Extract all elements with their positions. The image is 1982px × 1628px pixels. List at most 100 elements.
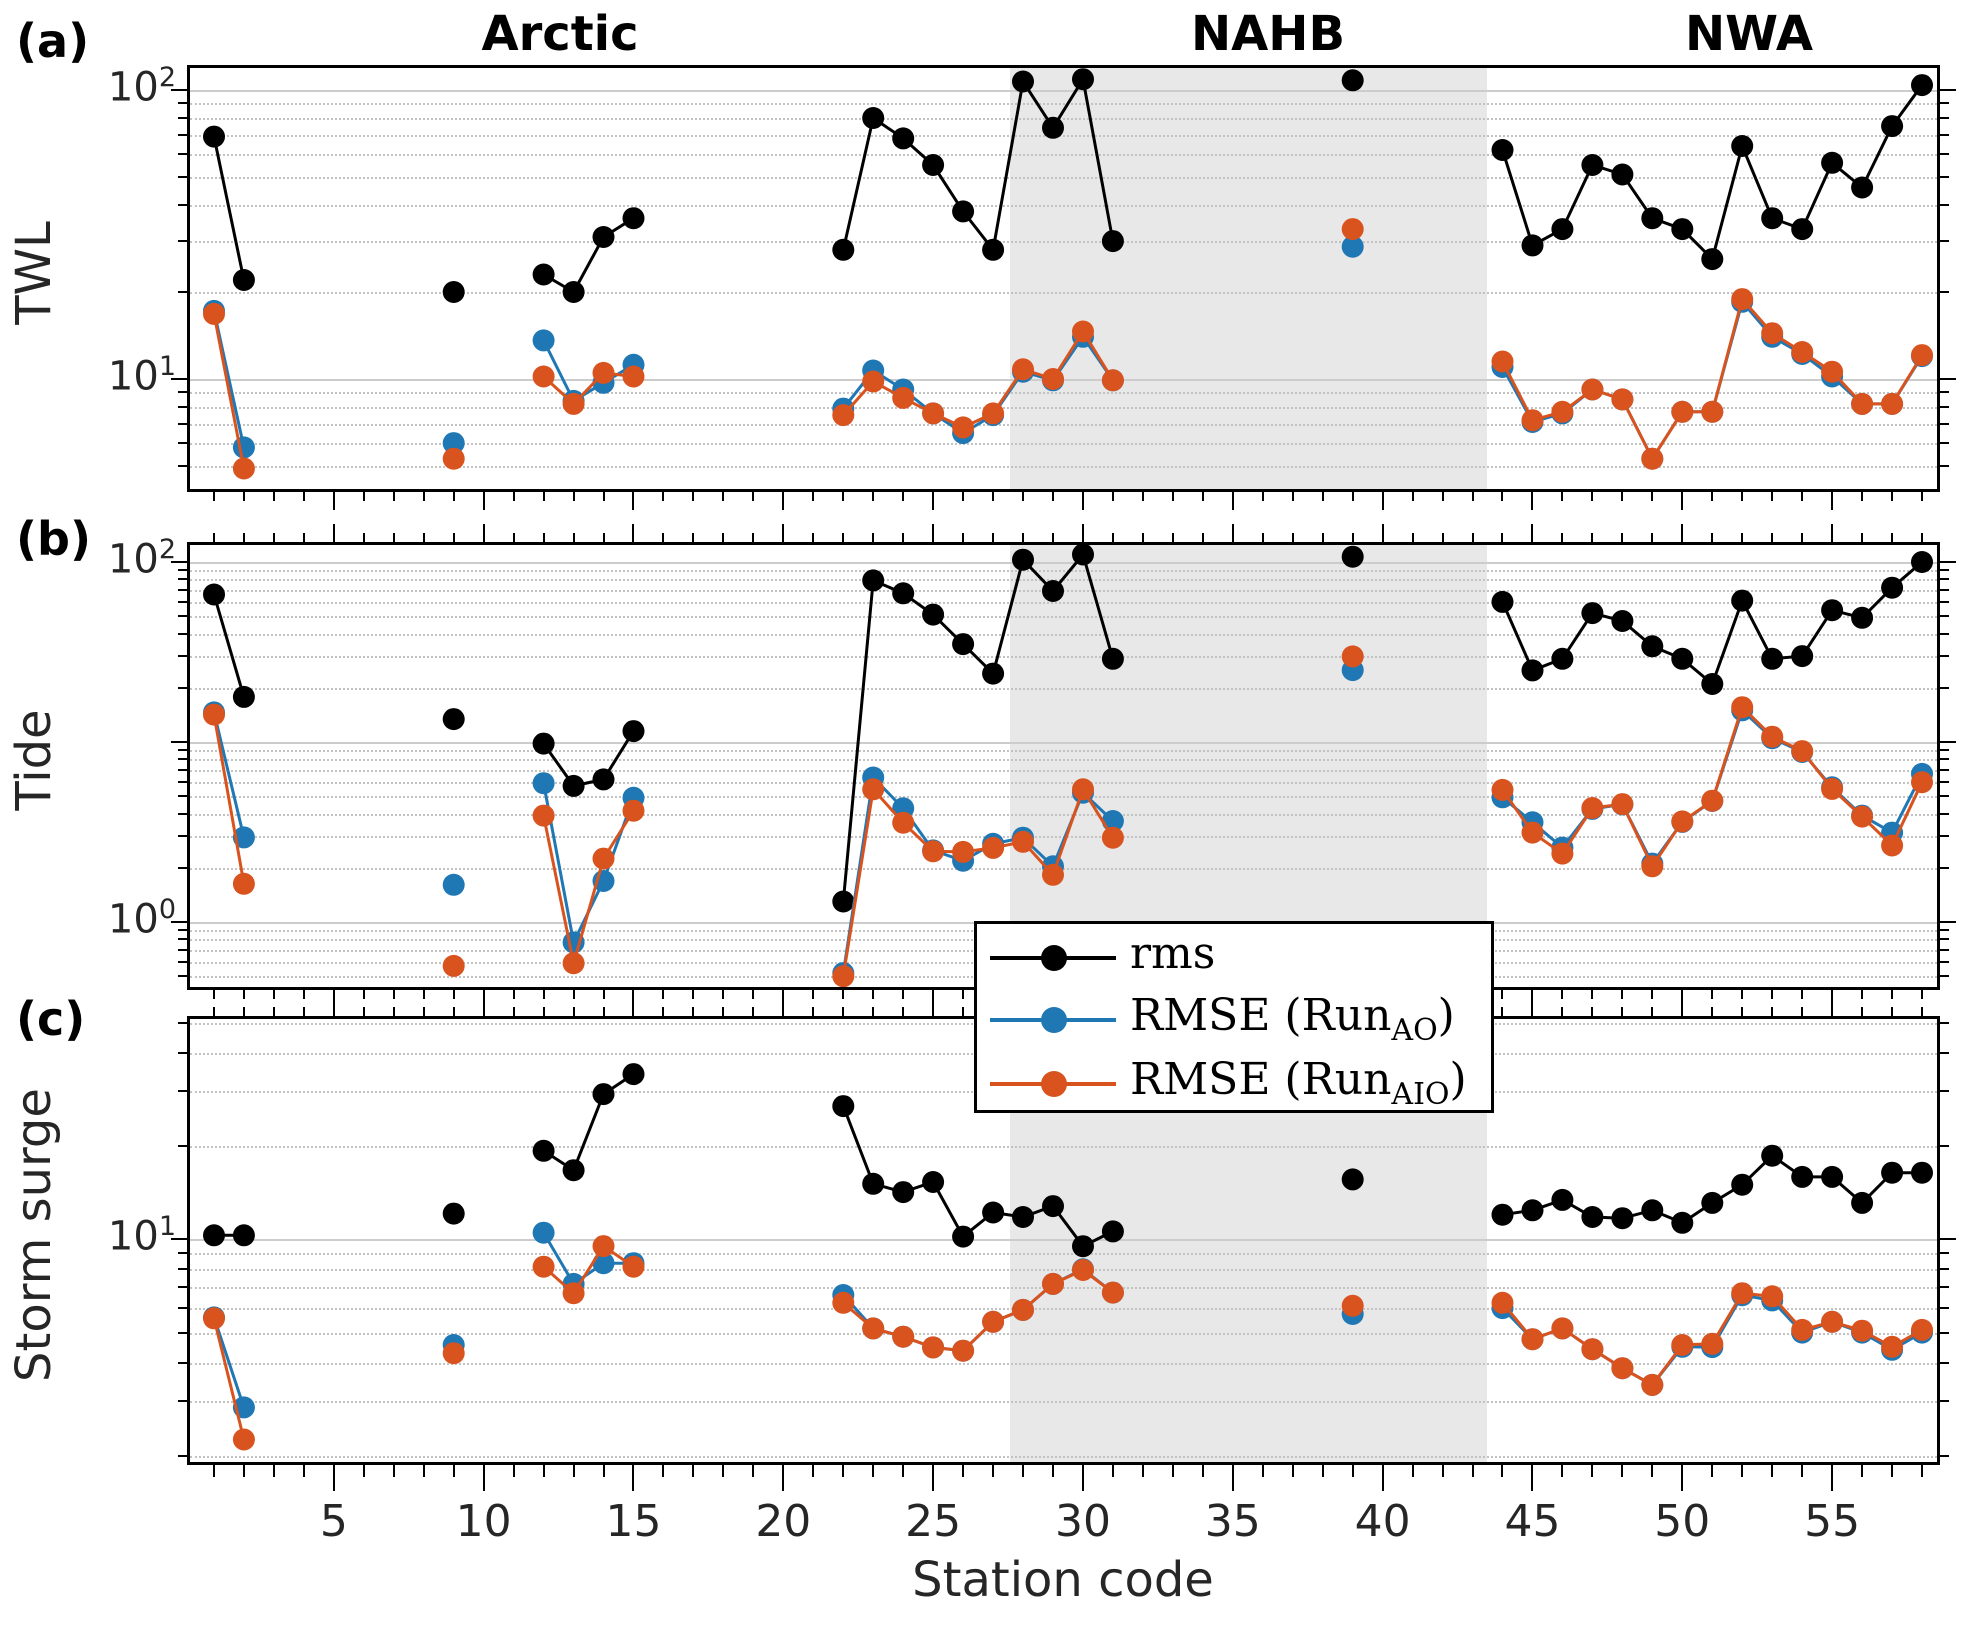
rms-marker: [1791, 218, 1814, 241]
x-tick-bottom: [1501, 492, 1504, 501]
x-tick-top: [272, 533, 275, 542]
x-tick-bottom: [1651, 1465, 1654, 1477]
rms-marker: [1641, 1199, 1664, 1222]
y-axis-label-a: TWL: [6, 220, 62, 325]
x-tick-top: [242, 1007, 245, 1016]
x-tick-bottom: [362, 990, 365, 999]
x-tick-bottom: [452, 990, 455, 999]
x-tick-bottom: [872, 492, 875, 501]
rms-marker: [862, 569, 885, 592]
x-tick-bottom: [422, 1465, 425, 1477]
rms-marker: [622, 720, 645, 743]
rms-marker: [1521, 234, 1544, 257]
rms-marker: [592, 768, 615, 791]
x-tick-bottom: [1681, 492, 1684, 510]
legend-label-rmse-ao: RMSE (RunAO): [1130, 990, 1455, 1048]
region-title-nahb: NAHB: [1190, 6, 1346, 62]
x-tick-bottom: [962, 1465, 965, 1477]
x-tick-bottom: [212, 1465, 215, 1477]
x-tick-bottom: [812, 492, 815, 501]
y-tick-left: [171, 921, 187, 923]
y-tick-right: [1940, 422, 1949, 425]
x-tick-top: [422, 1007, 425, 1016]
y-tick-left: [178, 632, 187, 635]
x-axis-title: Station code: [912, 1552, 1214, 1608]
gridline-minor: [190, 570, 1937, 573]
x-tick-bottom: [1771, 1465, 1774, 1477]
x-tick-bottom: [272, 1465, 275, 1477]
x-tick-top: [1561, 533, 1564, 542]
x-tick-top: [362, 1007, 365, 1016]
x-tick-bottom: [1591, 492, 1594, 501]
rmse_ao-line: [842, 1267, 1114, 1353]
rmse_aio-marker: [562, 1282, 585, 1305]
rmse_aio-marker: [622, 365, 645, 388]
x-tick-top: [962, 533, 965, 542]
panel-b-data: [203, 545, 1933, 987]
x-tick-bottom: [632, 492, 635, 510]
x-tick-top: [1651, 533, 1654, 542]
x-tick-bottom: [602, 492, 605, 501]
x-tick-top: [1921, 533, 1924, 542]
rmse_aio-marker: [1641, 447, 1664, 470]
x-tick-bottom: [632, 1465, 635, 1491]
y-tick-left: [178, 1286, 187, 1289]
rmse_aio-marker: [1911, 344, 1933, 367]
y-tick-right: [1940, 960, 1949, 963]
x-tick-bottom: [1141, 1465, 1144, 1477]
rmse_aio-marker: [1641, 1373, 1664, 1396]
rms-marker: [1761, 1144, 1784, 1167]
rmse_aio-marker: [532, 365, 555, 388]
y-tick-left: [178, 133, 187, 136]
rmse_aio-marker: [892, 386, 915, 409]
x-tick-bottom: [932, 1465, 935, 1491]
rmse_aio-marker: [1012, 358, 1034, 381]
rms-marker: [1761, 207, 1784, 230]
x-tick-bottom: [962, 990, 965, 999]
rms-marker: [532, 732, 555, 755]
rmse_aio-marker: [1791, 740, 1814, 763]
x-tick-bottom: [1651, 492, 1654, 501]
y-tick-right: [1940, 948, 1949, 951]
x-tick-bottom: [1891, 1465, 1894, 1477]
rms-marker: [1491, 1203, 1514, 1226]
rmse_aio-marker: [982, 1310, 1005, 1333]
rmse_aio-marker: [1012, 1298, 1034, 1321]
x-tick-bottom: [662, 990, 665, 999]
rms-marker: [922, 154, 945, 176]
x-tick-top: [1321, 533, 1324, 542]
rmse_ao-marker: [532, 329, 555, 352]
x-tick-bottom: [512, 990, 515, 999]
rms-marker: [1581, 154, 1604, 176]
x-tick-label-15: 15: [605, 1496, 662, 1547]
y-tick-right: [1940, 921, 1956, 923]
x-tick-top: [422, 533, 425, 542]
rmse_aio-marker: [1851, 1319, 1874, 1342]
rms-marker: [1042, 1195, 1064, 1218]
y-tick-left: [178, 422, 187, 425]
y-tick-left: [171, 740, 187, 743]
y-tick-left: [178, 569, 187, 572]
x-tick-top: [1891, 533, 1894, 542]
rms-marker: [1611, 1207, 1634, 1230]
x-tick-label-40: 40: [1354, 1496, 1411, 1547]
y-tick-label: 101: [107, 1211, 176, 1260]
rms-line: [212, 594, 246, 698]
x-tick-top: [512, 533, 515, 542]
y-tick-left: [171, 560, 187, 563]
rms-marker: [1641, 635, 1664, 658]
y-tick-left: [178, 686, 187, 689]
x-tick-bottom: [1711, 492, 1714, 501]
y-tick-left: [178, 102, 187, 105]
rmse_aio-line: [542, 1243, 635, 1296]
x-tick-bottom: [362, 492, 365, 501]
rms-marker: [982, 238, 1005, 261]
y-tick-left: [178, 578, 187, 581]
x-tick-top: [332, 524, 335, 542]
x-tick-bottom: [272, 492, 275, 501]
rms-marker: [1341, 1168, 1364, 1191]
rmse_aio-marker: [592, 847, 615, 870]
x-tick-top: [1681, 998, 1684, 1016]
rmse_aio-marker: [1881, 392, 1904, 415]
rmse_aio-marker: [1042, 368, 1064, 390]
